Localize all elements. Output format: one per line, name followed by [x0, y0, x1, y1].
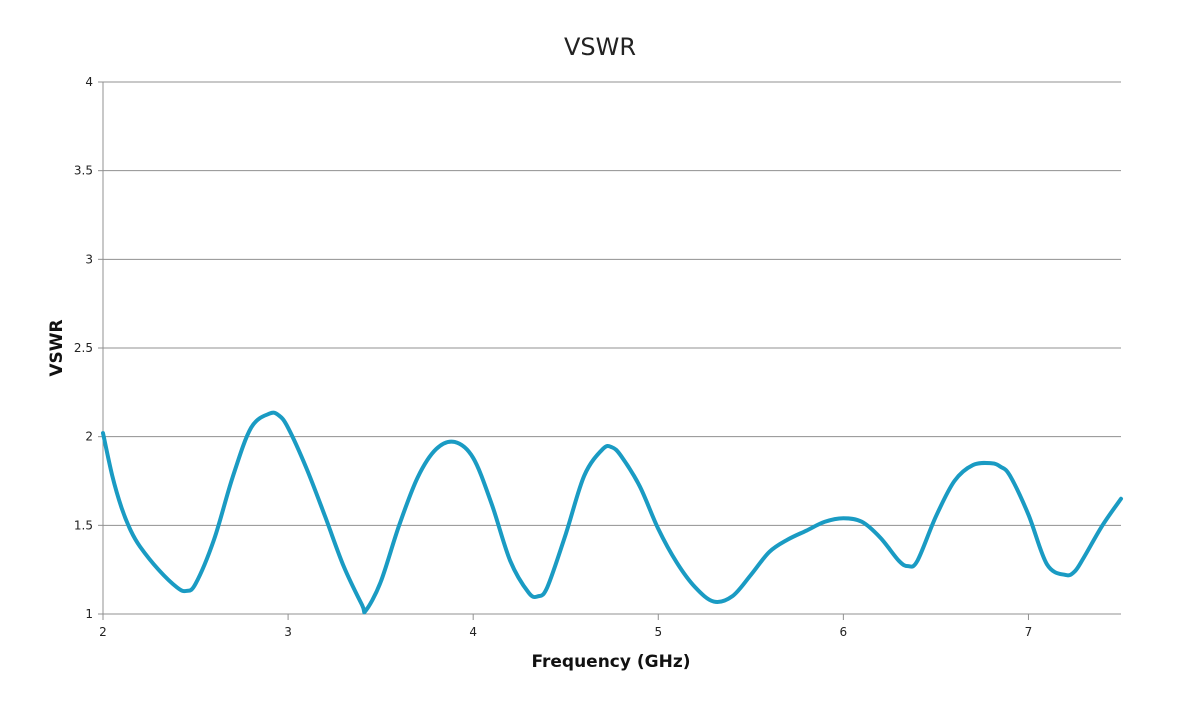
y-tick-label: 1: [85, 607, 93, 621]
x-tick-label: 2: [99, 625, 107, 639]
y-tick-label: 1.5: [74, 518, 93, 532]
x-axis-title: Frequency (GHz): [531, 652, 690, 672]
y-tick-label: 2: [85, 430, 93, 444]
x-tick-label: 4: [469, 625, 477, 639]
x-tick-label: 6: [840, 625, 848, 639]
chart-title: VSWR: [564, 33, 636, 61]
y-axis-title: VSWR: [47, 319, 67, 376]
y-tick-label: 3: [85, 252, 93, 266]
y-tick-label: 2.5: [74, 341, 93, 355]
y-tick-label: 3.5: [74, 164, 93, 178]
vswr-series-line: [101, 410, 1123, 615]
x-tick-label: 5: [654, 625, 662, 639]
x-tick-label: 3: [284, 625, 292, 639]
y-tick-label: 4: [85, 75, 93, 89]
y-tick-labels: 1 1.5 2 2.5 3 3.5 4: [74, 75, 103, 621]
grid-lines: [103, 81, 1121, 615]
x-tick-labels: 2 3 4 5 6 7: [99, 614, 1032, 639]
x-tick-label: 7: [1025, 625, 1033, 639]
